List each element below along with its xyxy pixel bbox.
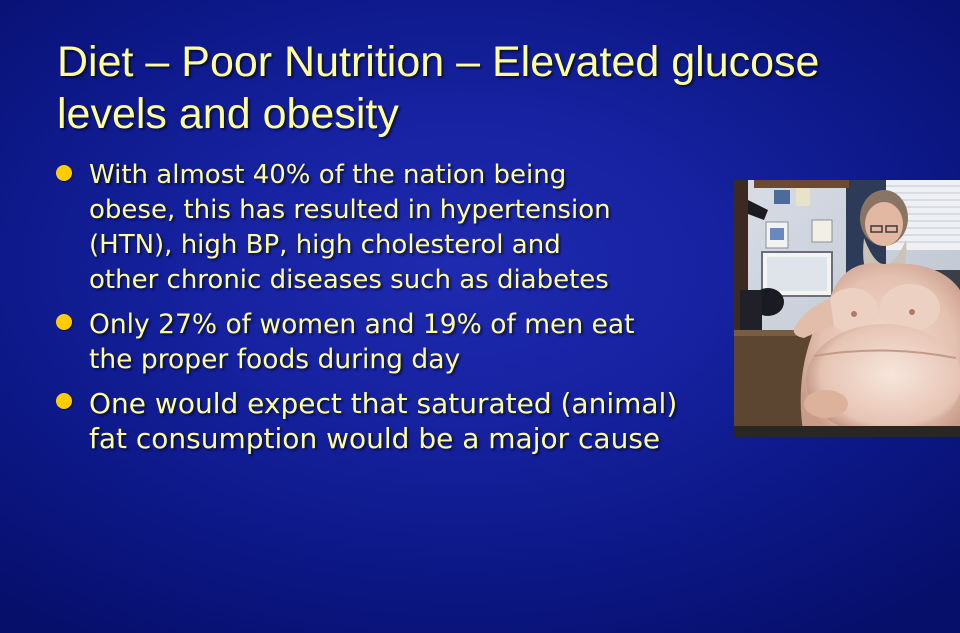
bullet-dot-icon (56, 393, 72, 409)
slide-title-line-1: Diet – Poor Nutrition – Elevated glucose (57, 38, 820, 86)
bullet-line: Only 27% of women and 19% of men eat (89, 309, 635, 340)
bullet-line: (HTN), high BP, high cholesterol and (89, 230, 561, 260)
bullet-item-proper-foods: Only 27% of women and 19% of men eat the… (56, 307, 724, 377)
bullet-line: the proper foods during day (89, 344, 461, 375)
bullet-line: One would expect that saturated (animal) (89, 387, 678, 420)
bullet-item-obesity: With almost 40% of the nation being obes… (56, 158, 724, 298)
bullet-list: With almost 40% of the nation being obes… (56, 158, 724, 465)
bullet-line: With almost 40% of the nation being (89, 160, 567, 190)
slide-title-line-2: levels and obesity (57, 90, 399, 138)
bullet-line: fat consumption would be a major cause (89, 422, 661, 455)
slide-title: Diet – Poor Nutrition – Elevated glucose… (57, 36, 937, 140)
obese-man-photo (734, 180, 960, 437)
bullet-dot-icon (56, 165, 72, 181)
bullet-dot-icon (56, 314, 72, 330)
bullet-line: other chronic diseases such as diabetes (89, 265, 609, 295)
bullet-line: obese, this has resulted in hypertension (89, 195, 611, 225)
bullet-item-saturated-fat: One would expect that saturated (animal)… (56, 386, 724, 456)
